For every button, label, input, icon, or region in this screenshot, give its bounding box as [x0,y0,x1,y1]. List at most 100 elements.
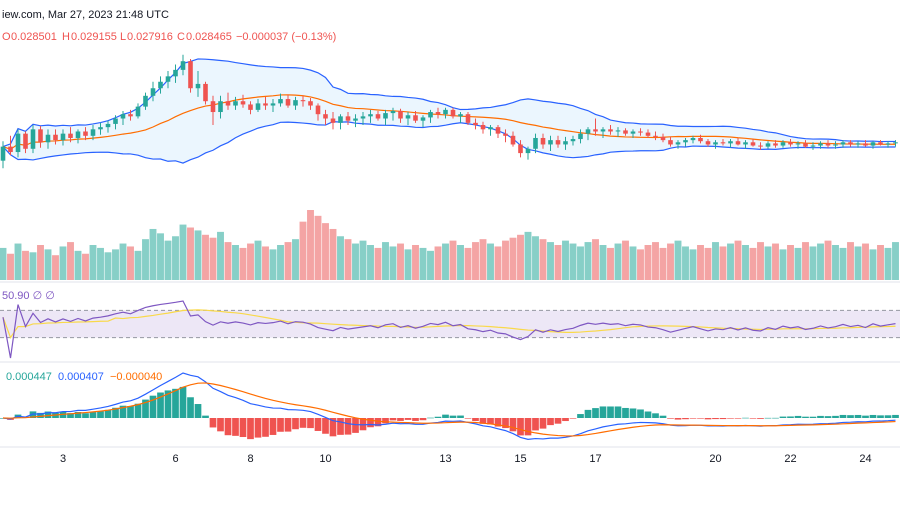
volume-bar [524,231,532,280]
candle-body [165,76,171,82]
candle-body [270,103,276,106]
volume-bar [314,215,322,280]
candle-body [795,143,801,145]
volume-bar [344,239,352,280]
volume-bar [539,239,547,280]
candle-body [593,129,598,132]
pane-backgrounds [0,281,900,448]
volume-bar [224,242,232,280]
rsi-pane [0,300,900,359]
macd-histogram-bar [157,392,164,418]
macd-histogram-bar [449,415,457,418]
candle-body [135,106,141,117]
volume-bar [757,242,764,280]
macd-histogram-bar [824,416,832,418]
volume-bar [637,249,644,280]
ohlc-close-label: C [177,31,185,43]
macd-histogram-bar [367,418,374,428]
macd-histogram-bar [809,416,817,418]
macd-histogram-bar [839,414,847,418]
candle-body [143,95,148,107]
volume-bar [119,243,127,280]
macd-histogram-bar [172,388,179,418]
volume-bar [0,247,7,280]
macd-histogram-bar [802,416,809,418]
volume-bar [674,240,682,280]
macd-histogram-bar [284,418,292,432]
volume-bar [97,247,104,280]
volume-bar [869,249,877,280]
candle-body [30,129,36,149]
bollinger-upper-line [2,58,896,148]
macd-histogram-bar [464,418,472,419]
volume-bar [884,247,892,280]
volume-bar [682,246,689,280]
macd-histogram-bar [194,404,202,418]
candle-body [623,130,628,134]
macd-histogram-bar [82,413,89,418]
volume-bar [532,236,539,280]
macd-histogram-bar [847,415,854,418]
volume-bar [622,240,629,280]
macd-histogram-bar [104,409,112,418]
candle-body [23,133,28,149]
volume-bar [247,243,254,280]
candle-body [870,142,876,146]
candle-body [810,145,816,147]
candle-body [713,142,718,145]
macd-histogram-bar [404,418,412,420]
candle-body [638,131,643,133]
volume-bar [719,246,727,280]
volume-bar [359,240,367,280]
ohlc-high-value: 0.029155 [71,31,117,43]
volume-bar [652,242,659,280]
candle-body [893,142,898,144]
macd-histogram-bar [277,418,284,432]
macd-histogram-bar [667,418,674,419]
macd-histogram-bar [472,418,479,422]
macd-histogram-bar [412,418,419,421]
candle-body [323,114,328,119]
candle-body [833,144,838,146]
volume-bar [472,242,479,280]
volume-bar [697,245,704,280]
candle-body [173,69,178,77]
volume-bar [449,240,457,280]
candle-body [443,109,448,115]
x-axis: 3 6 8 10 13 15 17 20 22 24 [60,453,872,465]
macd-histogram-bar [494,418,502,427]
candle-body [15,133,21,153]
candle-body [315,105,321,115]
candle-body [420,117,426,121]
volume-bar [217,231,224,280]
candle-body [758,145,763,147]
macd-histogram-bar [329,418,337,437]
candle-body [578,133,583,140]
volume-bar [547,242,554,280]
candle-body [68,133,73,138]
volume-bar [337,236,344,280]
volume-bar [172,236,179,280]
volume-bar [832,245,839,280]
candle-body [158,81,163,89]
macd-histogram-bar [592,408,599,418]
ohlc-low-label: L [120,31,126,43]
macd-histogram-bar [397,418,404,421]
volume-bar [44,249,52,280]
candle-body [353,118,358,121]
candle-body [600,129,606,132]
macd-histogram-bar [869,414,877,418]
candle-body [743,142,748,145]
macd-histogram-bar [187,397,194,418]
volume-bar [352,243,359,280]
x-tick-label: 8 [247,453,253,465]
x-tick-label: 15 [514,453,526,465]
macd-histogram-bar [862,415,869,418]
candle-body [195,83,201,89]
volume-bar [187,227,194,280]
volume-bar [127,246,134,280]
candle-body [458,114,463,117]
candle-body [848,142,853,145]
candle-body [555,140,561,145]
volume-bar [457,245,464,280]
